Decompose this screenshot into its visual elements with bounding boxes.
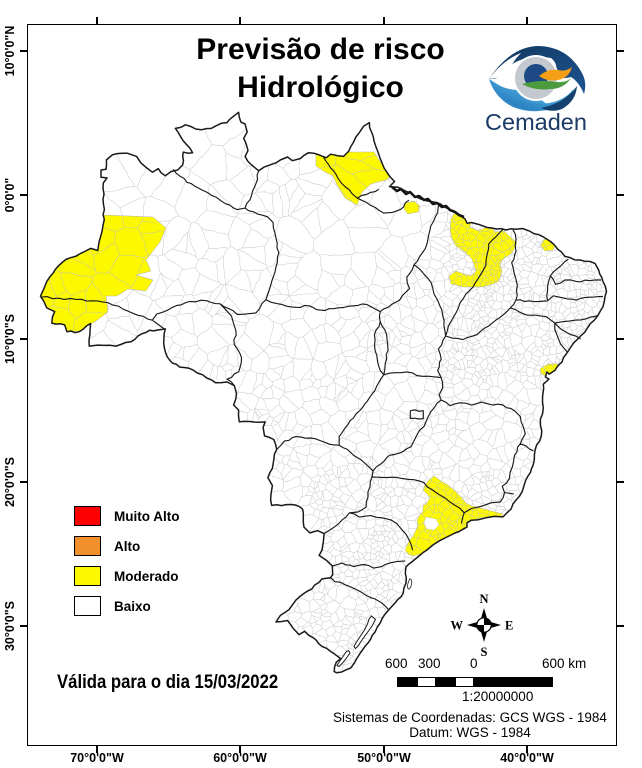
svg-text:E: E: [505, 619, 513, 633]
svg-text:S: S: [481, 645, 488, 659]
svg-text:W: W: [451, 619, 464, 633]
svg-text:N: N: [479, 592, 488, 606]
svg-text:Cemaden: Cemaden: [485, 109, 587, 135]
